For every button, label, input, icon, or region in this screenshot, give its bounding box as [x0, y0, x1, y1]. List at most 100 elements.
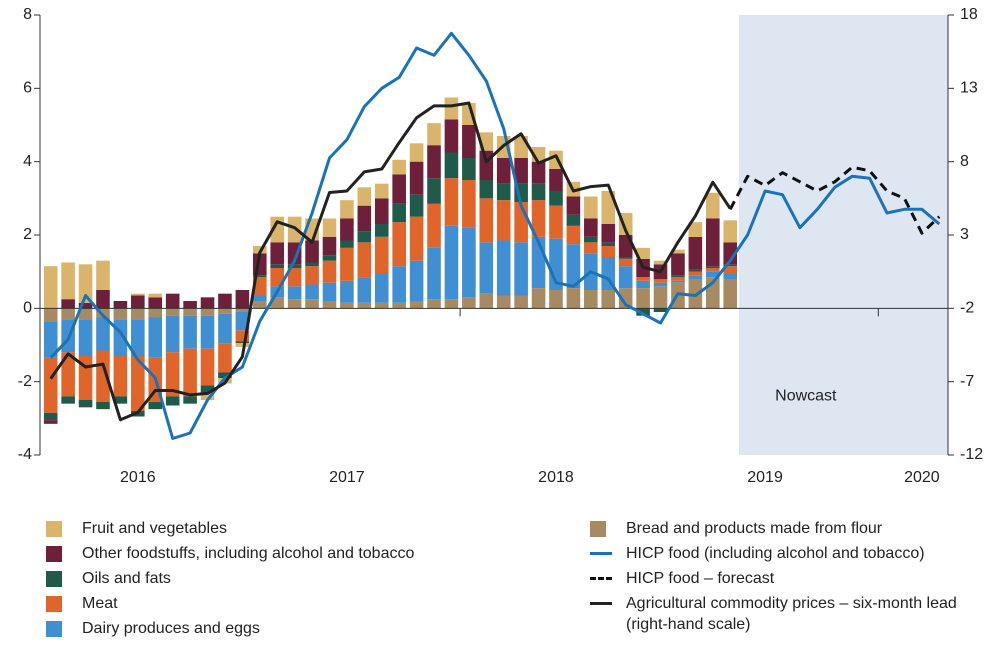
bar-segment: [252, 301, 267, 309]
bar-segment: [43, 266, 58, 309]
y-tick-label: -2: [18, 373, 32, 390]
bar-segment: [200, 385, 215, 393]
bar-segment: [218, 293, 232, 309]
bar-segment: [549, 191, 563, 206]
bar-segment: [43, 420, 58, 424]
legend-item: Dairy produces and eggs: [46, 618, 458, 649]
bar-segment: [183, 315, 197, 349]
bar-segment: [305, 266, 319, 285]
bar-segment: [723, 279, 738, 309]
legend-swatch: [46, 521, 62, 537]
bar-segment: [78, 308, 93, 320]
legend-swatch: [46, 621, 62, 637]
bar-segment: [392, 203, 406, 223]
bar-segment: [374, 198, 389, 224]
bar-segment: [409, 161, 424, 195]
bar-segment: [618, 266, 633, 289]
y2-tick-label: 18: [960, 6, 978, 23]
bar-segment: [479, 198, 494, 243]
bar-segment: [549, 205, 563, 239]
bar-segment: [165, 396, 180, 406]
bar-segment: [43, 357, 58, 413]
bar-segment: [636, 308, 650, 316]
bar-segment: [444, 225, 459, 300]
bar-segment: [479, 150, 494, 180]
bar-segment: [235, 308, 250, 312]
bar-segment: [531, 183, 546, 201]
bar-segment: [131, 356, 145, 411]
annotation: Nowcast: [775, 388, 837, 405]
y-tick-label: 6: [23, 80, 32, 97]
bar-segment: [514, 242, 528, 296]
bar-segment: [409, 216, 424, 261]
bar-segment: [61, 299, 75, 309]
y2-tick-label: -7: [960, 373, 974, 390]
bar-segment: [705, 266, 720, 268]
bar-segment: [671, 277, 685, 281]
y2-tick-label: -12: [960, 446, 983, 463]
x-tick-label: 2016: [120, 469, 156, 486]
bar-segment: [496, 295, 511, 309]
bar-segment: [322, 236, 337, 256]
bar-segment: [636, 277, 650, 281]
bar-segment: [601, 242, 616, 246]
bar-segment: [636, 280, 650, 289]
legend-swatch: [46, 571, 62, 587]
bar-segment: [636, 288, 650, 309]
bar-segment: [688, 236, 703, 270]
x-tick-label: 2020: [904, 469, 940, 486]
bar-segment: [723, 242, 738, 265]
bar-segment: [618, 258, 633, 267]
bar-segment: [270, 264, 285, 268]
bar-segment: [61, 352, 75, 397]
bar-segment: [113, 308, 128, 320]
bar-segment: [653, 308, 668, 312]
bar-segment: [61, 396, 75, 404]
legend-swatch: [590, 577, 612, 580]
bar-segment: [566, 196, 581, 215]
legend-item: HICP food – forecast: [590, 568, 1002, 612]
bar-segment: [705, 268, 720, 272]
x-tick-label: 2018: [538, 469, 574, 486]
bar-segment: [322, 301, 337, 309]
bar-segment: [218, 313, 232, 344]
bar-segment: [444, 119, 459, 153]
y-tick-label: 8: [23, 6, 32, 23]
bar-segment: [235, 330, 250, 342]
bar-segment: [148, 293, 163, 298]
bar-segment: [61, 262, 75, 300]
bar-segment: [96, 260, 110, 290]
legend-label: Agricultural commodity prices – six-mont…: [626, 595, 957, 633]
bar-segment: [61, 308, 75, 320]
legend-swatch: [590, 521, 606, 537]
bar-segment: [165, 308, 180, 316]
legend-item: HICP food (including alcohol and tobacco…: [590, 543, 1002, 587]
bar-segment: [183, 396, 197, 404]
bar-segment: [131, 308, 145, 320]
y2-tick-label: 3: [960, 226, 969, 243]
bar-segment: [200, 392, 215, 400]
bar-segment: [287, 268, 302, 287]
legend-label: Other foodstuffs, including alcohol and …: [82, 545, 415, 562]
bar-segment: [566, 244, 581, 289]
bar-segment: [200, 315, 215, 349]
bar-segment: [357, 277, 372, 303]
legend-label: Dairy produces and eggs: [82, 620, 260, 637]
bar-segment: [165, 293, 180, 309]
bar-segment: [43, 308, 58, 322]
bar-segment: [78, 264, 93, 303]
bar-segment: [584, 242, 598, 254]
bar-segment: [723, 266, 738, 274]
bar-segment: [113, 396, 128, 404]
bar-segment: [131, 319, 145, 356]
bar-segment: [462, 158, 476, 180]
legend-item: Meat: [46, 593, 458, 637]
bar-segment: [96, 290, 110, 309]
bar-segment: [427, 247, 441, 300]
bar-segment: [392, 222, 406, 267]
line-series: [49, 31, 941, 440]
bar-segment: [287, 264, 302, 268]
line-series: [49, 101, 732, 422]
bar-segment: [688, 275, 703, 279]
bar-segment: [409, 143, 424, 162]
